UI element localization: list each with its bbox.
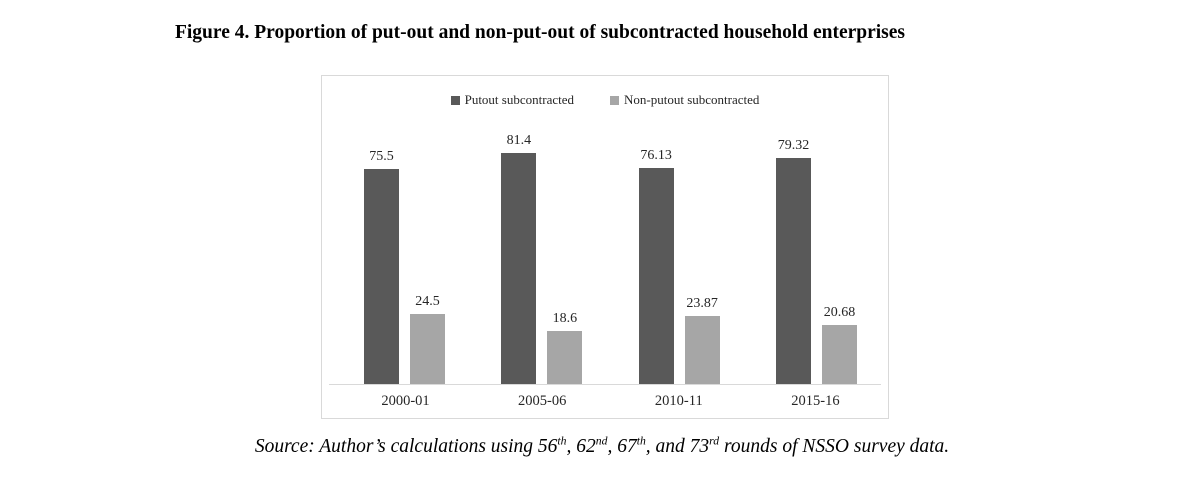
bar-value-label: 23.87 (686, 296, 718, 312)
legend-item: Putout subcontracted (450, 92, 574, 108)
bar-group-2010-11: 76.13 23.87 (638, 147, 720, 384)
bar-group-2000-01: 75.5 24.5 (364, 149, 445, 384)
source-text: rounds of NSSO survey data. (719, 436, 950, 457)
putout-bar-column: 81.4 (501, 132, 537, 384)
non-putout-bar (547, 331, 583, 384)
bar-value-label: 75.5 (369, 149, 394, 165)
non-putout-bar-column: 20.68 (821, 305, 857, 384)
ordinal-superscript: th (557, 434, 567, 448)
x-axis-label: 2010-11 (654, 393, 703, 409)
putout-bar-column: 79.32 (775, 138, 811, 384)
non-putout-bar (821, 325, 857, 384)
x-axis-labels: 2000-01 2005-06 2010-11 2015-16 (364, 393, 857, 410)
source-text: , 62 (566, 436, 596, 457)
ordinal-superscript: rd (709, 434, 720, 448)
putout-bar-column: 75.5 (364, 149, 399, 384)
non-putout-bar-column: 24.5 (410, 294, 445, 384)
non-putout-bar-column: 23.87 (684, 296, 720, 384)
bar-value-label: 76.13 (640, 147, 672, 163)
putout-bar-column: 76.13 (638, 147, 674, 384)
figure-title: Figure 4. Proportion of put-out and non-… (174, 22, 906, 43)
non-putout-bar-column: 18.6 (547, 311, 583, 384)
bar-value-label: 24.5 (415, 294, 440, 310)
ordinal-superscript: th (636, 434, 646, 448)
bar-group-2005-06: 81.4 18.6 (501, 132, 583, 384)
bar-value-label: 81.4 (506, 132, 532, 148)
putout-bar (775, 158, 811, 384)
putout-bar (364, 169, 399, 384)
bar-group-2015-16: 79.32 20.68 (775, 138, 857, 384)
bar-value-label: 20.68 (823, 305, 856, 321)
putout-bar (638, 167, 674, 384)
source-text: , and 73 (645, 436, 710, 457)
legend-swatch-icon (610, 95, 619, 105)
ordinal-superscript: nd (595, 434, 608, 448)
legend-label: Non-putout subcontracted (624, 92, 760, 107)
x-axis-label: 2000-01 (381, 393, 430, 409)
x-axis-label: 2015-16 (791, 393, 840, 409)
x-axis-line (329, 383, 881, 385)
legend-label: Putout subcontracted (464, 92, 574, 107)
bar-groups: 75.5 24.5 81.4 18.6 76.13 23.87 79.32 20.68 (364, 74, 857, 384)
x-axis-label: 2005-06 (517, 393, 567, 409)
plot-area: 75.5 24.5 81.4 18.6 76.13 23.87 79.32 20.68 200… (322, 76, 888, 418)
source-text: Source: Author’s calculations using 56 (254, 436, 558, 457)
non-putout-bar (684, 316, 720, 384)
legend-item: Non-putout subcontracted (610, 92, 759, 108)
source-note: Source: Author’s calculations using 56th… (254, 434, 950, 458)
bar-chart: Putout subcontracted Non-putout subcontra… (321, 75, 889, 419)
chart-legend: Putout subcontracted Non-putout subcontra… (322, 92, 888, 108)
bar-value-label: 79.32 (777, 138, 810, 154)
non-putout-bar (410, 314, 445, 384)
source-text: , 67 (607, 436, 637, 457)
legend-swatch-icon (450, 95, 460, 105)
bar-value-label: 18.6 (552, 311, 578, 327)
putout-bar (501, 152, 537, 384)
